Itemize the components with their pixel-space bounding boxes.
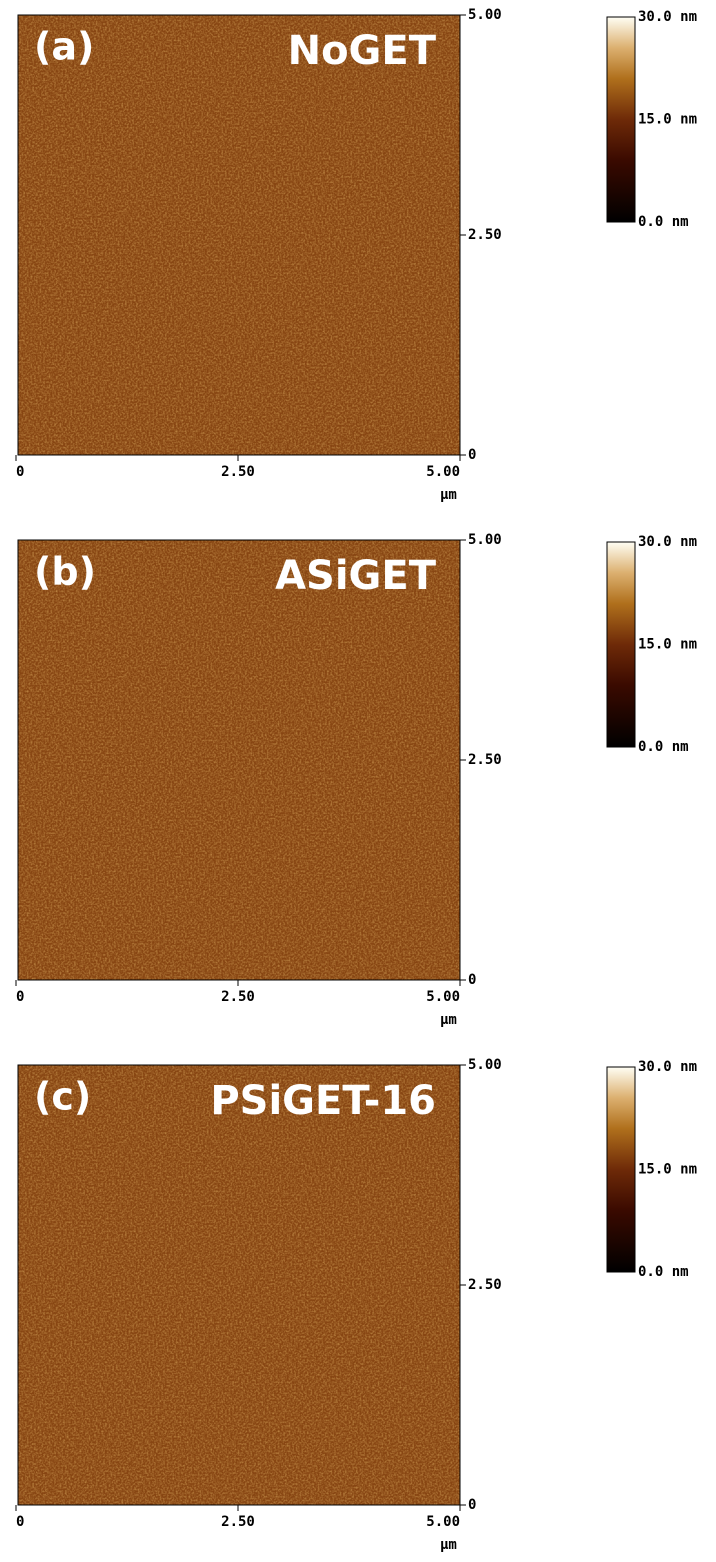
y-tick-label: 2.50 <box>468 1277 502 1293</box>
x-tick-label: 5.00 <box>426 464 460 480</box>
x-tick-label: 0 <box>16 464 24 480</box>
colorbar-label: 30.0 nm <box>638 9 697 25</box>
panel-label: (a) <box>34 25 94 69</box>
colorbar-label: 15.0 nm <box>638 112 697 128</box>
y-tick-label: 0 <box>468 1497 476 1513</box>
panel-label: (b) <box>34 550 96 594</box>
colorbar-label: 0.0 nm <box>638 1264 689 1280</box>
x-tick-label: 5.00 <box>426 989 460 1005</box>
x-unit: μm <box>440 487 457 503</box>
y-tick-label: 2.50 <box>468 752 502 768</box>
x-unit: μm <box>440 1012 457 1028</box>
x-tick-label: 2.50 <box>221 464 255 480</box>
x-tick-label: 2.50 <box>221 989 255 1005</box>
afm-texture <box>18 540 460 980</box>
y-tick-label: 5.00 <box>468 532 502 548</box>
colorbar-label: 15.0 nm <box>638 1162 697 1178</box>
y-tick-label: 5.00 <box>468 1057 502 1073</box>
colorbar <box>607 17 635 222</box>
panel-title: ASiGET <box>275 553 437 599</box>
colorbar <box>607 542 635 747</box>
page: {"panels": [ {"label": "(a)", "title": "… <box>0 0 716 1562</box>
colorbar-label: 0.0 nm <box>638 739 689 755</box>
x-unit: μm <box>440 1537 457 1553</box>
colorbar <box>607 1067 635 1272</box>
y-tick-label: 2.50 <box>468 227 502 243</box>
panel-title: NoGET <box>288 28 437 74</box>
figure: (a) NoGET 5.00 2.50 0 0 2.50 5.00 μm 30.0 nm 15.0 … <box>0 0 716 1562</box>
x-tick-label: 5.00 <box>426 1514 460 1530</box>
y-tick-label: 0 <box>468 447 476 463</box>
x-tick-label: 2.50 <box>221 1514 255 1530</box>
x-tick-label: 0 <box>16 989 24 1005</box>
colorbar-label: 0.0 nm <box>638 214 689 230</box>
panel-label: (c) <box>34 1075 91 1119</box>
y-tick-label: 5.00 <box>468 7 502 23</box>
afm-texture <box>18 15 460 455</box>
colorbar-label: 15.0 nm <box>638 637 697 653</box>
panel-title: PSiGET-16 <box>210 1078 436 1124</box>
x-tick-label: 0 <box>16 1514 24 1530</box>
colorbar-label: 30.0 nm <box>638 534 697 550</box>
afm-texture <box>18 1065 460 1505</box>
y-tick-label: 0 <box>468 972 476 988</box>
colorbar-label: 30.0 nm <box>638 1059 697 1075</box>
